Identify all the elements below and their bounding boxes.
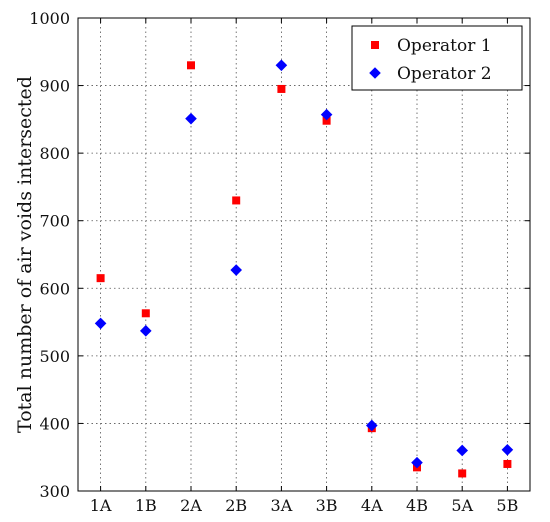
data-point	[501, 443, 514, 456]
x-tick-label: 2A	[180, 496, 202, 515]
y-tick-label: 400	[39, 414, 70, 433]
y-tick-label: 700	[39, 212, 70, 231]
data-point	[230, 264, 242, 276]
y-tick-label: 600	[39, 279, 70, 298]
y-axis-label: Total number of air voids intersected	[14, 76, 36, 433]
y-tick-label: 300	[39, 482, 70, 501]
x-tick-label: 2B	[225, 496, 247, 515]
data-point	[320, 108, 333, 121]
legend-label: Operator 2	[397, 64, 492, 84]
data-point	[458, 469, 467, 478]
y-tick-label: 500	[39, 347, 70, 366]
grid-layer	[78, 18, 530, 491]
data-point	[411, 456, 423, 469]
legend-marker	[369, 67, 381, 79]
series-2-points	[94, 59, 514, 469]
x-tick-label: 3B	[316, 496, 338, 515]
x-tick-label: 4A	[361, 496, 383, 515]
data-point	[141, 309, 150, 318]
marker-layer	[94, 59, 514, 478]
plot-frame	[77, 17, 531, 492]
series-1-points	[96, 61, 512, 478]
x-tick-label: 1B	[135, 496, 157, 515]
data-point	[140, 325, 152, 337]
data-point	[456, 444, 468, 457]
data-point	[277, 84, 286, 93]
data-point	[275, 59, 288, 72]
x-tick-label: 5B	[496, 496, 518, 515]
data-point	[94, 317, 107, 330]
data-point	[366, 419, 378, 432]
x-tick-label: 5A	[451, 496, 473, 515]
y-tick-label: 800	[39, 144, 70, 163]
data-point	[232, 196, 241, 205]
data-point	[96, 274, 105, 283]
y-tick-label: 900	[39, 77, 70, 96]
label-layer: 300 400 500 600 700 800 900 1000 1A 1B 2A 2B 3A 3B 4A 4…	[14, 9, 518, 515]
y-tick-label: 1000	[29, 9, 70, 28]
legend-box	[351, 25, 523, 91]
data-point	[187, 61, 195, 70]
x-tick-label: 1A	[90, 496, 112, 515]
legend-label: Operator 1	[397, 36, 492, 56]
x-tick-label: 3A	[271, 496, 293, 515]
legend: Operator 1 Operator 2	[351, 25, 523, 91]
data-point	[185, 112, 197, 125]
data-point	[503, 459, 512, 468]
data-point	[322, 116, 331, 125]
x-tick-label: 4B	[406, 496, 428, 515]
legend-marker	[371, 41, 379, 49]
